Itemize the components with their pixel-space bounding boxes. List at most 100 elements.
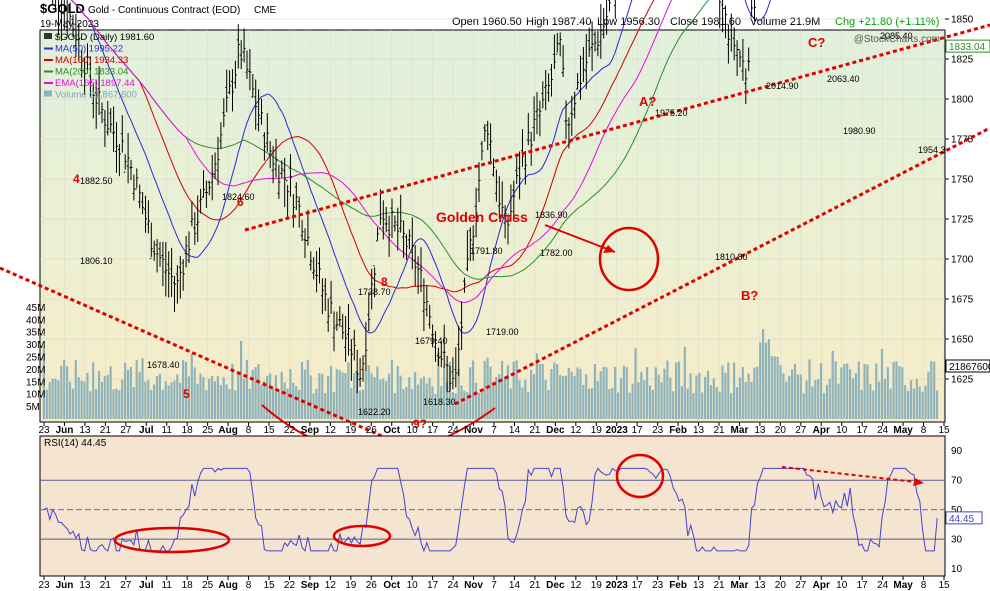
volume-bar bbox=[445, 382, 449, 419]
volume-bar bbox=[115, 388, 118, 419]
volume-bar bbox=[753, 367, 756, 419]
volume-bar bbox=[147, 379, 150, 419]
volume-bar bbox=[712, 378, 715, 419]
x-tick-label: 8 bbox=[921, 425, 927, 436]
volume-bar bbox=[692, 393, 695, 419]
volume-bar bbox=[208, 378, 211, 419]
volume-bar bbox=[898, 366, 901, 419]
volume-bar bbox=[675, 362, 678, 419]
volume-bar bbox=[92, 362, 95, 419]
x-tick-label: Dec bbox=[546, 425, 565, 436]
volume-bar bbox=[60, 365, 63, 419]
volume-bar bbox=[689, 373, 692, 419]
volume-bar bbox=[428, 377, 431, 419]
golden-cross-arrow bbox=[544, 224, 616, 253]
x-tick-label: 19 bbox=[345, 580, 357, 591]
volume-bar bbox=[669, 377, 672, 419]
x-tick-label: Mar bbox=[731, 425, 749, 436]
volume-bar bbox=[283, 382, 286, 419]
annotation-label: 4 bbox=[73, 172, 80, 186]
x-axis-price: 23 Jun 13 21 27 Jul 11 18 25 Aug 8 15 22 Sep 12 19 26 Oct… bbox=[38, 422, 950, 436]
volume-bar bbox=[153, 384, 156, 419]
price-label: 1836.90 bbox=[535, 210, 568, 220]
rsi-arrow-head bbox=[913, 478, 924, 486]
price-label: 1980.90 bbox=[843, 126, 876, 136]
volume-bar bbox=[312, 393, 315, 419]
volume-bar bbox=[764, 342, 768, 419]
volume-bar bbox=[660, 382, 663, 419]
volume-bar bbox=[683, 346, 686, 419]
x-tick-label: 17 bbox=[857, 580, 869, 591]
volume-bar bbox=[857, 361, 860, 419]
volume-bar bbox=[779, 365, 782, 419]
x-tick-label: 27 bbox=[795, 425, 807, 436]
volume-bar bbox=[228, 389, 231, 419]
volume-bar bbox=[530, 369, 533, 419]
volume-bar bbox=[370, 373, 373, 419]
volume-tick-label: 20M bbox=[26, 365, 45, 376]
volume-bar bbox=[451, 392, 454, 419]
volume-bar bbox=[280, 371, 283, 419]
volume-bar bbox=[45, 389, 48, 419]
volume-bar bbox=[593, 363, 596, 419]
volume-bar bbox=[138, 371, 141, 419]
volume-bar bbox=[849, 369, 852, 419]
volume-bar bbox=[112, 389, 115, 419]
x-tick-label: 18 bbox=[182, 425, 194, 436]
price-bars bbox=[52, 0, 756, 394]
volume-bar bbox=[912, 388, 915, 419]
volume-bar bbox=[405, 386, 408, 419]
volume-bar bbox=[521, 387, 524, 419]
volume-bar bbox=[196, 383, 199, 419]
volume-tick-label: 5M bbox=[26, 402, 40, 413]
volume-bar bbox=[289, 369, 292, 419]
volume-label: Volume 21.9M bbox=[750, 16, 820, 28]
volume-bar bbox=[173, 380, 176, 419]
volume-bar bbox=[211, 376, 214, 419]
volume-bar bbox=[846, 363, 849, 419]
price-label: 1810.80 bbox=[715, 252, 748, 262]
volume-bar bbox=[814, 380, 817, 419]
volume-bar bbox=[121, 379, 124, 419]
volume-bar bbox=[135, 360, 138, 419]
volume-bar bbox=[414, 372, 417, 419]
volume-bar bbox=[338, 370, 341, 419]
volume-bar bbox=[741, 367, 744, 419]
volume-tick-label: 10M bbox=[26, 390, 45, 401]
volume-bar bbox=[573, 375, 576, 419]
open-label: Open 1960.50 bbox=[452, 16, 522, 28]
volume-bar bbox=[263, 381, 266, 419]
volume-bar bbox=[622, 365, 625, 419]
volume-bar bbox=[158, 374, 161, 419]
volume-bar bbox=[387, 373, 391, 419]
legend-item: EMA(165) 1897.44 bbox=[55, 78, 135, 89]
y-tick-label: 1850 bbox=[951, 15, 974, 26]
x-tick-label: 19 bbox=[345, 425, 357, 436]
y-tick-label: 1750 bbox=[951, 175, 974, 186]
x-tick-label: 21 bbox=[100, 580, 112, 591]
volume-bar bbox=[71, 388, 74, 419]
x-tick-label: 21 bbox=[713, 580, 725, 591]
volume-bar bbox=[222, 377, 225, 419]
volume-bar bbox=[880, 348, 884, 419]
x-tick-label: 13 bbox=[754, 580, 766, 591]
volume-bar bbox=[651, 389, 654, 419]
volume-bar bbox=[335, 369, 338, 419]
price-label: 1622.20 bbox=[358, 407, 391, 417]
x-tick-label: 17 bbox=[632, 580, 644, 591]
volume-bar bbox=[332, 392, 335, 419]
x-tick-label: 15 bbox=[263, 425, 275, 436]
volume-bar bbox=[793, 363, 797, 419]
volume-bar bbox=[126, 369, 130, 419]
x-tick-label: 27 bbox=[120, 425, 132, 436]
downtrend-line bbox=[0, 266, 426, 457]
volume-bar bbox=[483, 360, 486, 419]
x-tick-label: 21 bbox=[529, 580, 541, 591]
volume-bar bbox=[559, 375, 562, 419]
x-tick-label: 24 bbox=[877, 425, 889, 436]
x-tick-label: 26 bbox=[366, 425, 378, 436]
volume-bar bbox=[585, 374, 588, 419]
price-label: 1679.40 bbox=[415, 336, 448, 346]
